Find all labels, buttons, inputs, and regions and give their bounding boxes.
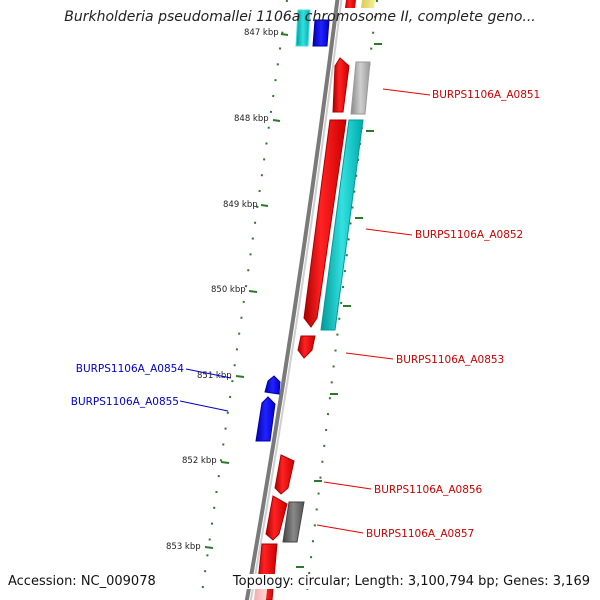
backbone-highlight [249, 0, 343, 600]
kbp-ticks [204, 33, 289, 549]
gene-block-a0857-red [265, 495, 288, 541]
gene-block-top-cyan [295, 9, 311, 47]
gene-label-a0856[interactable]: BURPS1106A_A0856 [374, 484, 483, 496]
tick-label-853: 853 kbp [166, 542, 201, 552]
gene-label-a0854[interactable]: BURPS1106A_A0854 [76, 363, 185, 375]
tick-label-847: 847 kbp [244, 28, 279, 38]
gene-block-a0851-gray [350, 61, 371, 115]
gene-block-a0852-red [303, 119, 347, 328]
gene-block-a0855 [255, 396, 276, 442]
leader-lines [179, 88, 431, 534]
gene-label-a0851[interactable]: BURPS1106A_A0851 [432, 89, 540, 101]
gene-block-a0857-gray [282, 501, 305, 543]
tick-label-849: 849 kbp [223, 200, 258, 210]
gene-block-top-red [345, 0, 356, 8]
gene-block-a0853 [297, 335, 316, 359]
tick-label-848: 848 kbp [234, 114, 269, 124]
gene-label-a0852[interactable]: BURPS1106A_A0852 [415, 229, 523, 241]
gene-blocks [254, 0, 375, 600]
tick-label-850: 850 kbp [211, 285, 246, 295]
gene-block-a0856 [274, 454, 295, 495]
accession-label: Accession: NC_009078 [8, 574, 156, 589]
gene-label-a0857[interactable]: BURPS1106A_A0857 [366, 528, 474, 540]
gene-labels: BURPS1106A_A0851 BURPS1106A_A0852 BURPS1… [71, 89, 541, 540]
tick-label-852: 852 kbp [182, 456, 217, 466]
outer-ticks [296, 43, 382, 568]
backbone [244, 0, 340, 600]
gene-label-a0855[interactable]: BURPS1106A_A0855 [71, 396, 179, 408]
tick-label-851: 851 kbp [197, 371, 232, 381]
gene-block-a0851-red [332, 57, 350, 113]
kbp-labels: 847 kbp 848 kbp 849 kbp 850 kbp 851 kbp … [166, 28, 279, 552]
gene-block-top-yellow [361, 0, 375, 8]
topology-label: Topology: circular; Length: 3,100,794 bp… [232, 574, 590, 589]
gene-block-a0854 [264, 375, 281, 395]
gene-label-a0853[interactable]: BURPS1106A_A0853 [396, 354, 504, 366]
map-title: Burkholderia pseudomallei 1106a chromoso… [64, 9, 536, 25]
gene-block-a0852-cyan [320, 119, 364, 331]
gene-block-top-blue [312, 19, 330, 47]
